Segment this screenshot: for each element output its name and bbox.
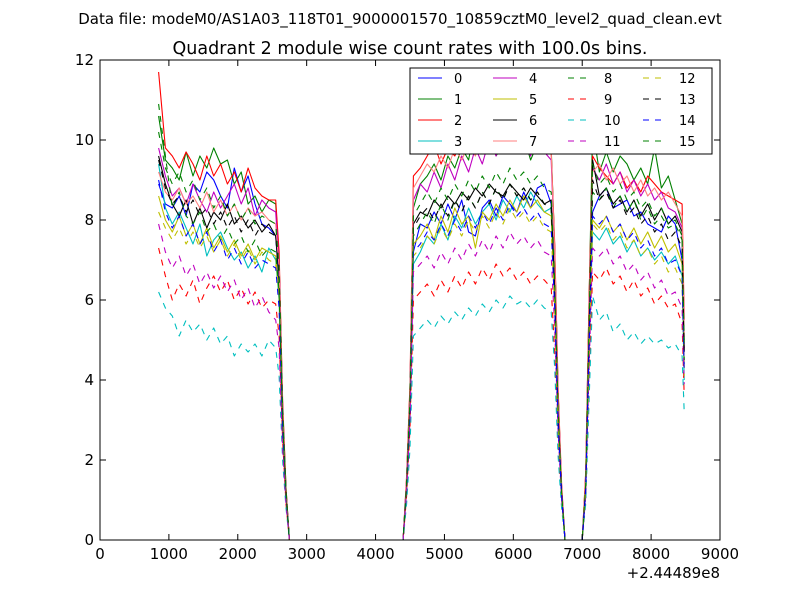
legend-label-8: 8 [604, 72, 612, 87]
legend-frame [409, 67, 713, 155]
y-tick-label: 10 [75, 131, 94, 149]
legend-label-0: 0 [454, 72, 462, 87]
legend-label-7: 7 [529, 135, 537, 150]
y-tick-label: 4 [84, 371, 94, 389]
x-tick-label: 6000 [494, 545, 532, 563]
chart-title: Quadrant 2 module wise count rates with … [173, 39, 648, 59]
x-tick-label: 8000 [632, 545, 670, 563]
y-tick-label: 0 [84, 531, 94, 549]
x-tick-label: 9000 [701, 545, 739, 563]
series-line-1 [158, 115, 685, 540]
legend-label-4: 4 [529, 72, 537, 87]
series-layer [158, 71, 685, 540]
legend-label-6: 6 [529, 114, 537, 129]
series-line-10 [158, 291, 685, 540]
data-file-suptitle: Data file: modeM0/AS1A03_118T01_90000015… [78, 10, 722, 29]
legend-label-12: 12 [679, 72, 696, 87]
x-tick-label: 2000 [219, 545, 257, 563]
series-line-14 [158, 179, 685, 540]
x-tick-label: 0 [95, 545, 105, 563]
x-tick-label: 3000 [288, 545, 326, 563]
x-axis-offset-label: +2.44489e8 [627, 564, 720, 582]
legend-label-10: 10 [604, 114, 621, 129]
x-tick-label: 5000 [425, 545, 463, 563]
y-tick-label: 2 [84, 451, 94, 469]
x-tick-label: 7000 [563, 545, 601, 563]
legend-label-5: 5 [529, 93, 537, 108]
legend-label-9: 9 [604, 93, 612, 108]
x-tick-label: 4000 [356, 545, 394, 563]
series-line-13 [158, 159, 685, 540]
y-tick-label: 8 [84, 211, 94, 229]
legend-label-3: 3 [454, 135, 462, 150]
legend-label-13: 13 [679, 93, 696, 108]
legend-label-14: 14 [679, 114, 696, 129]
legend-label-2: 2 [454, 114, 462, 129]
legend-label-11: 11 [604, 135, 621, 150]
x-tick-label: 1000 [150, 545, 188, 563]
x-axis: 0 1000 2000 3000 4000 5000 6000 7000 8000 9000 [95, 60, 739, 563]
series-line-12 [158, 207, 685, 540]
legend-label-1: 1 [454, 93, 462, 108]
y-tick-label: 12 [75, 51, 94, 69]
series-line-15 [158, 131, 685, 540]
y-tick-label: 6 [84, 291, 94, 309]
series-line-9 [158, 247, 685, 540]
legend-label-15: 15 [679, 135, 696, 150]
